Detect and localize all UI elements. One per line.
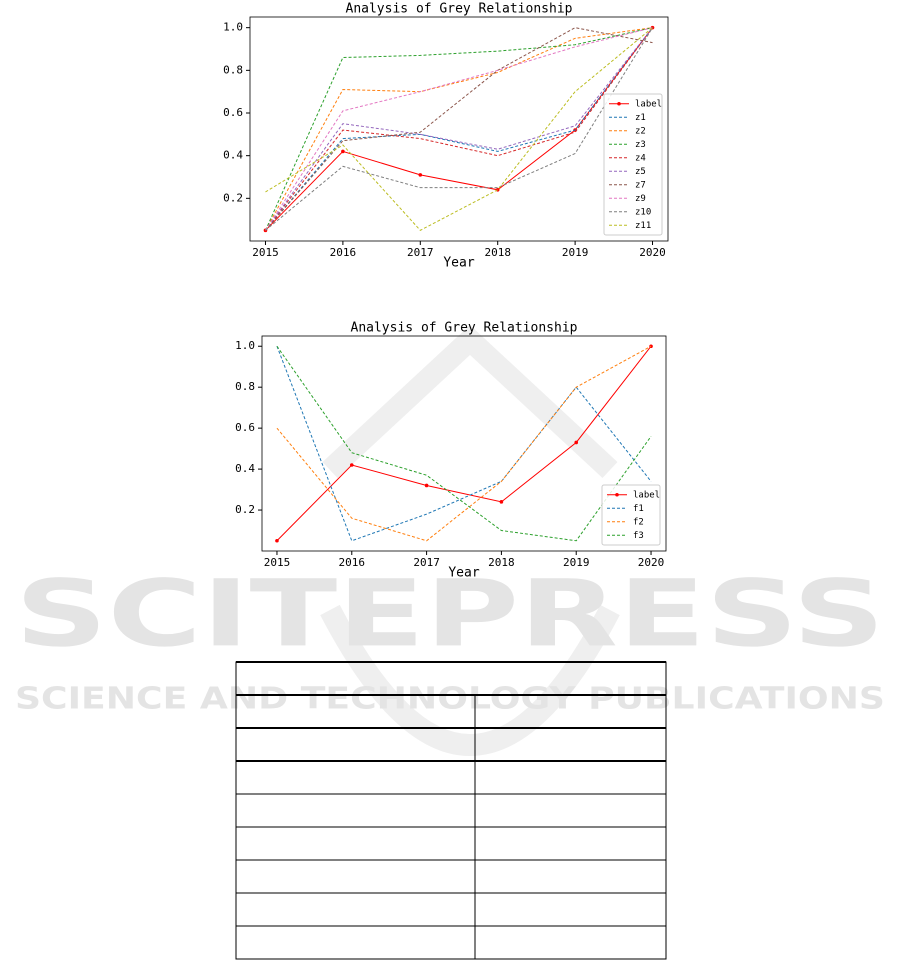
y-tick-label: 1.0 xyxy=(223,21,243,34)
x-tick-label: 2017 xyxy=(407,246,434,259)
y-tick-label: 0.4 xyxy=(223,149,243,162)
x-tick-label: 2015 xyxy=(252,246,279,259)
legend-label: z4 xyxy=(635,153,646,163)
plot-frame xyxy=(261,335,667,552)
legend: label z1 z2 z3 z4 z5 z7 z9 z10 z11 xyxy=(603,93,663,236)
legend-marker xyxy=(615,492,619,497)
series-line xyxy=(265,27,653,231)
legend-label: z5 xyxy=(635,167,646,177)
y-tick-label: 0.6 xyxy=(235,421,255,434)
plot-frame xyxy=(249,16,669,242)
series-line xyxy=(265,27,653,231)
watermark-logo xyxy=(320,604,620,756)
legend-label: z3 xyxy=(635,140,646,150)
legend: label f1 f2 f3 xyxy=(601,484,661,546)
series-line xyxy=(265,27,653,231)
legend-box xyxy=(603,93,663,236)
point xyxy=(275,538,279,543)
x-tick-label: 2018 xyxy=(484,246,511,259)
series-line xyxy=(276,345,652,542)
y-tick-label: 0.8 xyxy=(223,63,243,76)
table xyxy=(235,661,667,960)
watermark-subtitle: SCIENCE AND TECHNOLOGY PUBLICATIONS xyxy=(15,682,885,717)
legend-label: label xyxy=(633,490,660,500)
x-tick-label: 2019 xyxy=(563,556,590,569)
y-tick-label: 0.2 xyxy=(223,191,243,204)
legend-label: z1 xyxy=(635,113,646,123)
legend-label: z11 xyxy=(635,221,651,231)
chart-title: Analysis of Grey Relationship xyxy=(346,2,573,17)
legend-label: f3 xyxy=(633,531,644,541)
legend-label: label xyxy=(635,99,662,109)
x-tick-label: 2016 xyxy=(330,246,357,259)
point xyxy=(418,173,423,177)
legend-label: f1 xyxy=(633,504,644,514)
charts: Analysis of Grey Relationship Year 0.2 0.4 0… xyxy=(223,2,669,581)
legend-label: z2 xyxy=(635,126,646,136)
x-tick-label: 2017 xyxy=(413,556,440,569)
legend-box xyxy=(601,484,661,546)
point xyxy=(341,149,345,154)
chart-title: Analysis of Grey Relationship xyxy=(351,321,578,336)
point xyxy=(574,440,579,445)
x-tick-label: 2020 xyxy=(638,556,665,569)
point xyxy=(424,483,429,488)
series-line xyxy=(265,27,653,231)
series-line xyxy=(265,27,653,231)
x-tick-label: 2020 xyxy=(639,246,666,259)
series-line xyxy=(265,27,653,231)
series-line xyxy=(265,27,653,231)
legend-marker xyxy=(617,101,621,106)
point xyxy=(499,500,504,504)
y-tick-label: 0.6 xyxy=(223,106,243,119)
x-tick-label: 2016 xyxy=(339,556,366,569)
y-tick-label: 0.8 xyxy=(235,380,255,393)
legend-label: z9 xyxy=(635,194,646,204)
watermark: SCITEPRESS SCIENCE AND TECHNOLOGY PUBLIC… xyxy=(15,324,885,756)
x-tick-label: 2019 xyxy=(562,246,589,259)
y-tick-label: 1.0 xyxy=(235,339,255,352)
y-tick-label: 0.4 xyxy=(235,462,255,475)
x-axis-label: Year xyxy=(448,566,479,581)
x-tick-label: 2015 xyxy=(264,556,291,569)
series-line xyxy=(265,27,653,231)
watermark-logo xyxy=(322,324,618,479)
legend-label: z10 xyxy=(635,207,651,217)
series-line xyxy=(265,27,653,231)
point xyxy=(495,188,500,192)
point xyxy=(349,463,354,467)
watermark-title: SCITEPRESS xyxy=(15,560,885,667)
y-tick-label: 0.2 xyxy=(235,503,255,516)
series-line xyxy=(265,27,653,231)
x-tick-label: 2018 xyxy=(488,556,515,569)
series-line xyxy=(276,345,652,542)
x-axis-label: Year xyxy=(443,256,474,271)
legend-label: z7 xyxy=(635,180,646,190)
legend-label: f2 xyxy=(633,517,644,527)
